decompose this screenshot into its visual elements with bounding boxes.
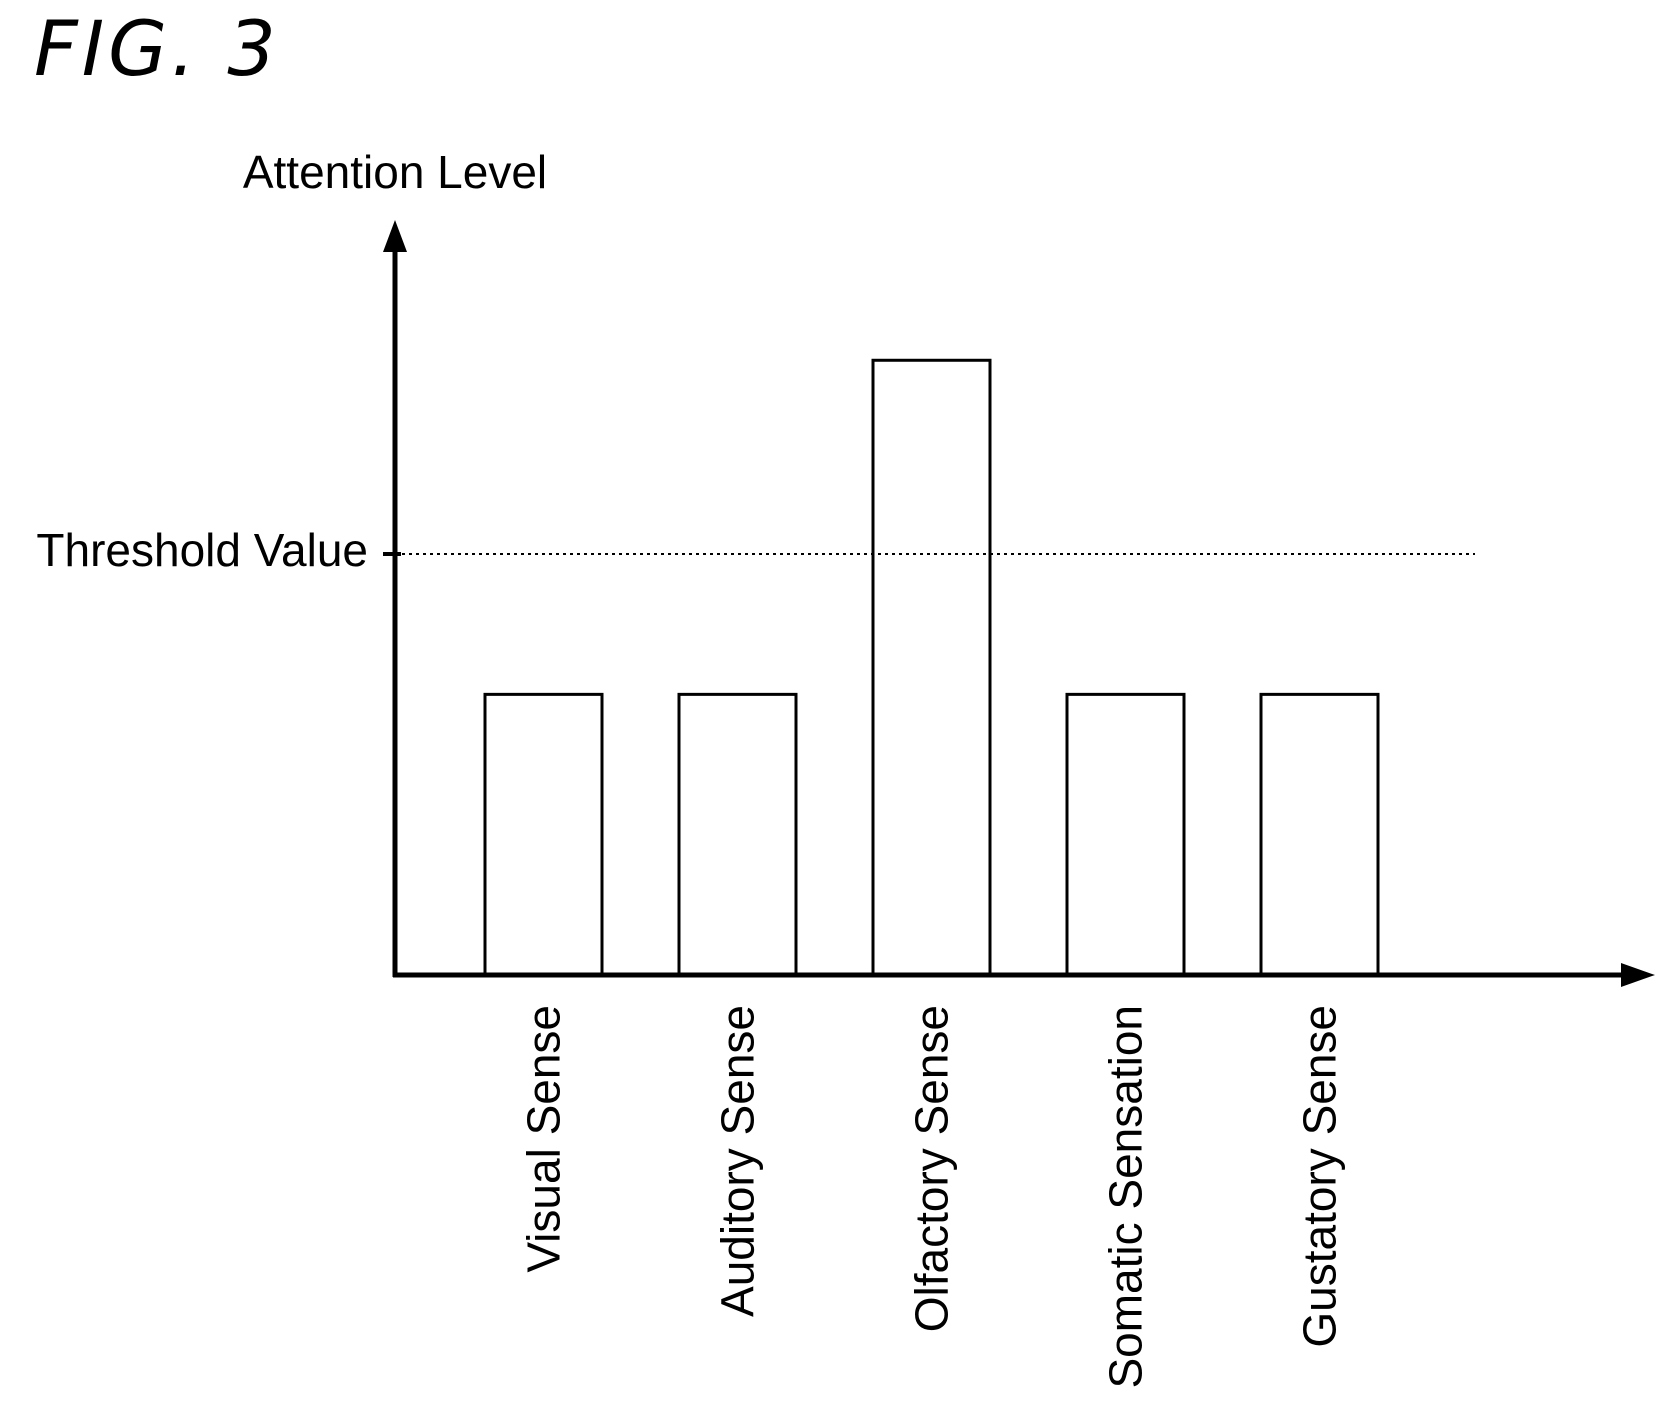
bars-group (483, 358, 1380, 977)
category-label-3: Somatic Sensation (1100, 1005, 1152, 1389)
threshold-label: Threshold Value (36, 524, 368, 576)
bar-2 (871, 358, 992, 977)
category-label-1: Auditory Sense (712, 1005, 764, 1317)
category-label-0: Visual Sense (518, 1005, 570, 1273)
bar-0 (483, 692, 604, 977)
category-label-4: Gustatory Sense (1294, 1005, 1346, 1348)
bar-3 (1065, 692, 1186, 977)
category-label-2: Olfactory Sense (906, 1005, 958, 1332)
figure-label: FIG. 3 (34, 4, 280, 93)
category-labels: Visual Sense Auditory Sense Olfactory Sens… (518, 1005, 1346, 1389)
bar-4 (1259, 692, 1380, 977)
y-axis-arrow (383, 220, 407, 252)
y-axis-label: Attention Level (243, 146, 547, 198)
bar-1 (677, 692, 798, 977)
x-axis-arrow (1621, 963, 1655, 987)
